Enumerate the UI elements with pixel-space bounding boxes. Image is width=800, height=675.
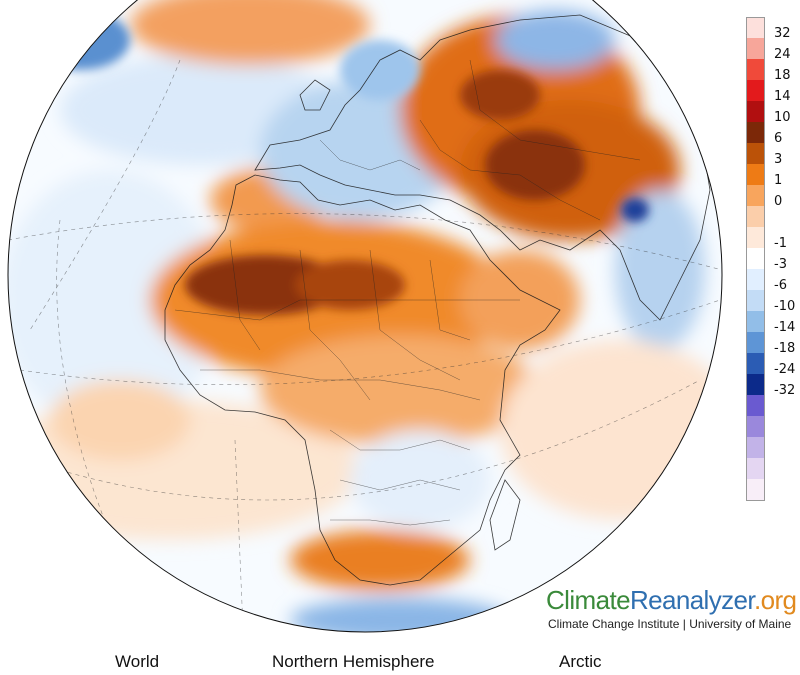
legend-swatch xyxy=(746,101,765,122)
legend-swatch xyxy=(746,374,765,395)
graticule xyxy=(8,59,722,632)
legend-swatch xyxy=(746,206,765,227)
legend-swatch xyxy=(746,185,765,206)
legend-swatch xyxy=(746,269,765,290)
brand-logo[interactable]: ClimateReanalyzer.org xyxy=(546,585,797,616)
legend-swatch xyxy=(746,143,765,164)
sahel-warm xyxy=(260,335,540,445)
legend-label: 10 xyxy=(774,110,791,125)
legend-swatch xyxy=(746,395,765,416)
legend-swatch xyxy=(746,164,765,185)
west-atlantic-cool xyxy=(8,170,220,430)
legend-swatch xyxy=(746,80,765,101)
legend-label: -1 xyxy=(774,236,787,251)
legend-label: -14 xyxy=(774,320,796,335)
legend-swatch xyxy=(746,122,765,143)
brand-climate: Climate xyxy=(546,585,631,615)
legend-label: -6 xyxy=(774,278,787,293)
kazakh-hot-core xyxy=(485,130,585,200)
india-cool xyxy=(615,190,705,350)
legend-swatch xyxy=(746,479,765,501)
urals-hot xyxy=(460,70,540,120)
legend-label: -32 xyxy=(774,383,796,398)
west-africa-coast-warm xyxy=(50,380,190,460)
legend-swatch xyxy=(746,353,765,374)
libya-hot xyxy=(295,260,405,310)
coastlines xyxy=(164,14,711,586)
legend-label: 1 xyxy=(774,173,783,188)
legend-label: 18 xyxy=(774,68,791,83)
legend-swatch xyxy=(746,38,765,59)
scandinavia-cold xyxy=(340,40,420,100)
legend-label: -10 xyxy=(774,299,796,314)
brand-reanalyzer: Reanalyzer xyxy=(629,585,755,615)
legend-swatch xyxy=(746,332,765,353)
southern-ocean-cold xyxy=(290,598,510,632)
legend-swatch xyxy=(746,59,765,80)
southern-africa-warm xyxy=(290,530,470,590)
legend-swatch xyxy=(746,248,765,269)
legend-label: -24 xyxy=(774,362,796,377)
indian-ocean-warm xyxy=(500,340,722,520)
legend-label: 6 xyxy=(774,131,783,146)
legend-swatch xyxy=(746,416,765,437)
legend-swatch xyxy=(746,458,765,479)
legend-label: 14 xyxy=(774,89,791,104)
nav-arctic-link[interactable]: Arctic xyxy=(559,652,602,671)
legend-swatch xyxy=(746,290,765,311)
greenland-warm xyxy=(130,0,370,65)
legend-label: 24 xyxy=(774,47,791,62)
pakistan-cold xyxy=(621,198,649,222)
legend-swatch xyxy=(746,437,765,458)
country-borders xyxy=(174,59,641,526)
nav-northern-hemisphere-link[interactable]: Northern Hemisphere xyxy=(272,652,435,671)
legend-label: 32 xyxy=(774,26,791,41)
globe-outline xyxy=(7,0,723,633)
nav-world-link[interactable]: World xyxy=(115,652,160,671)
siberia-cold xyxy=(495,10,615,70)
legend-swatch xyxy=(746,17,765,39)
affiliation-text: Climate Change Institute | University of… xyxy=(548,617,792,631)
legend-label: -18 xyxy=(774,341,796,356)
legend-swatch xyxy=(746,227,765,248)
legend-label: -3 xyxy=(774,257,787,272)
legend-label: 0 xyxy=(774,194,783,209)
canada-cold xyxy=(30,10,130,70)
legend-label: 3 xyxy=(774,152,783,167)
legend-swatch xyxy=(746,311,765,332)
brand-org: .org xyxy=(754,585,797,615)
